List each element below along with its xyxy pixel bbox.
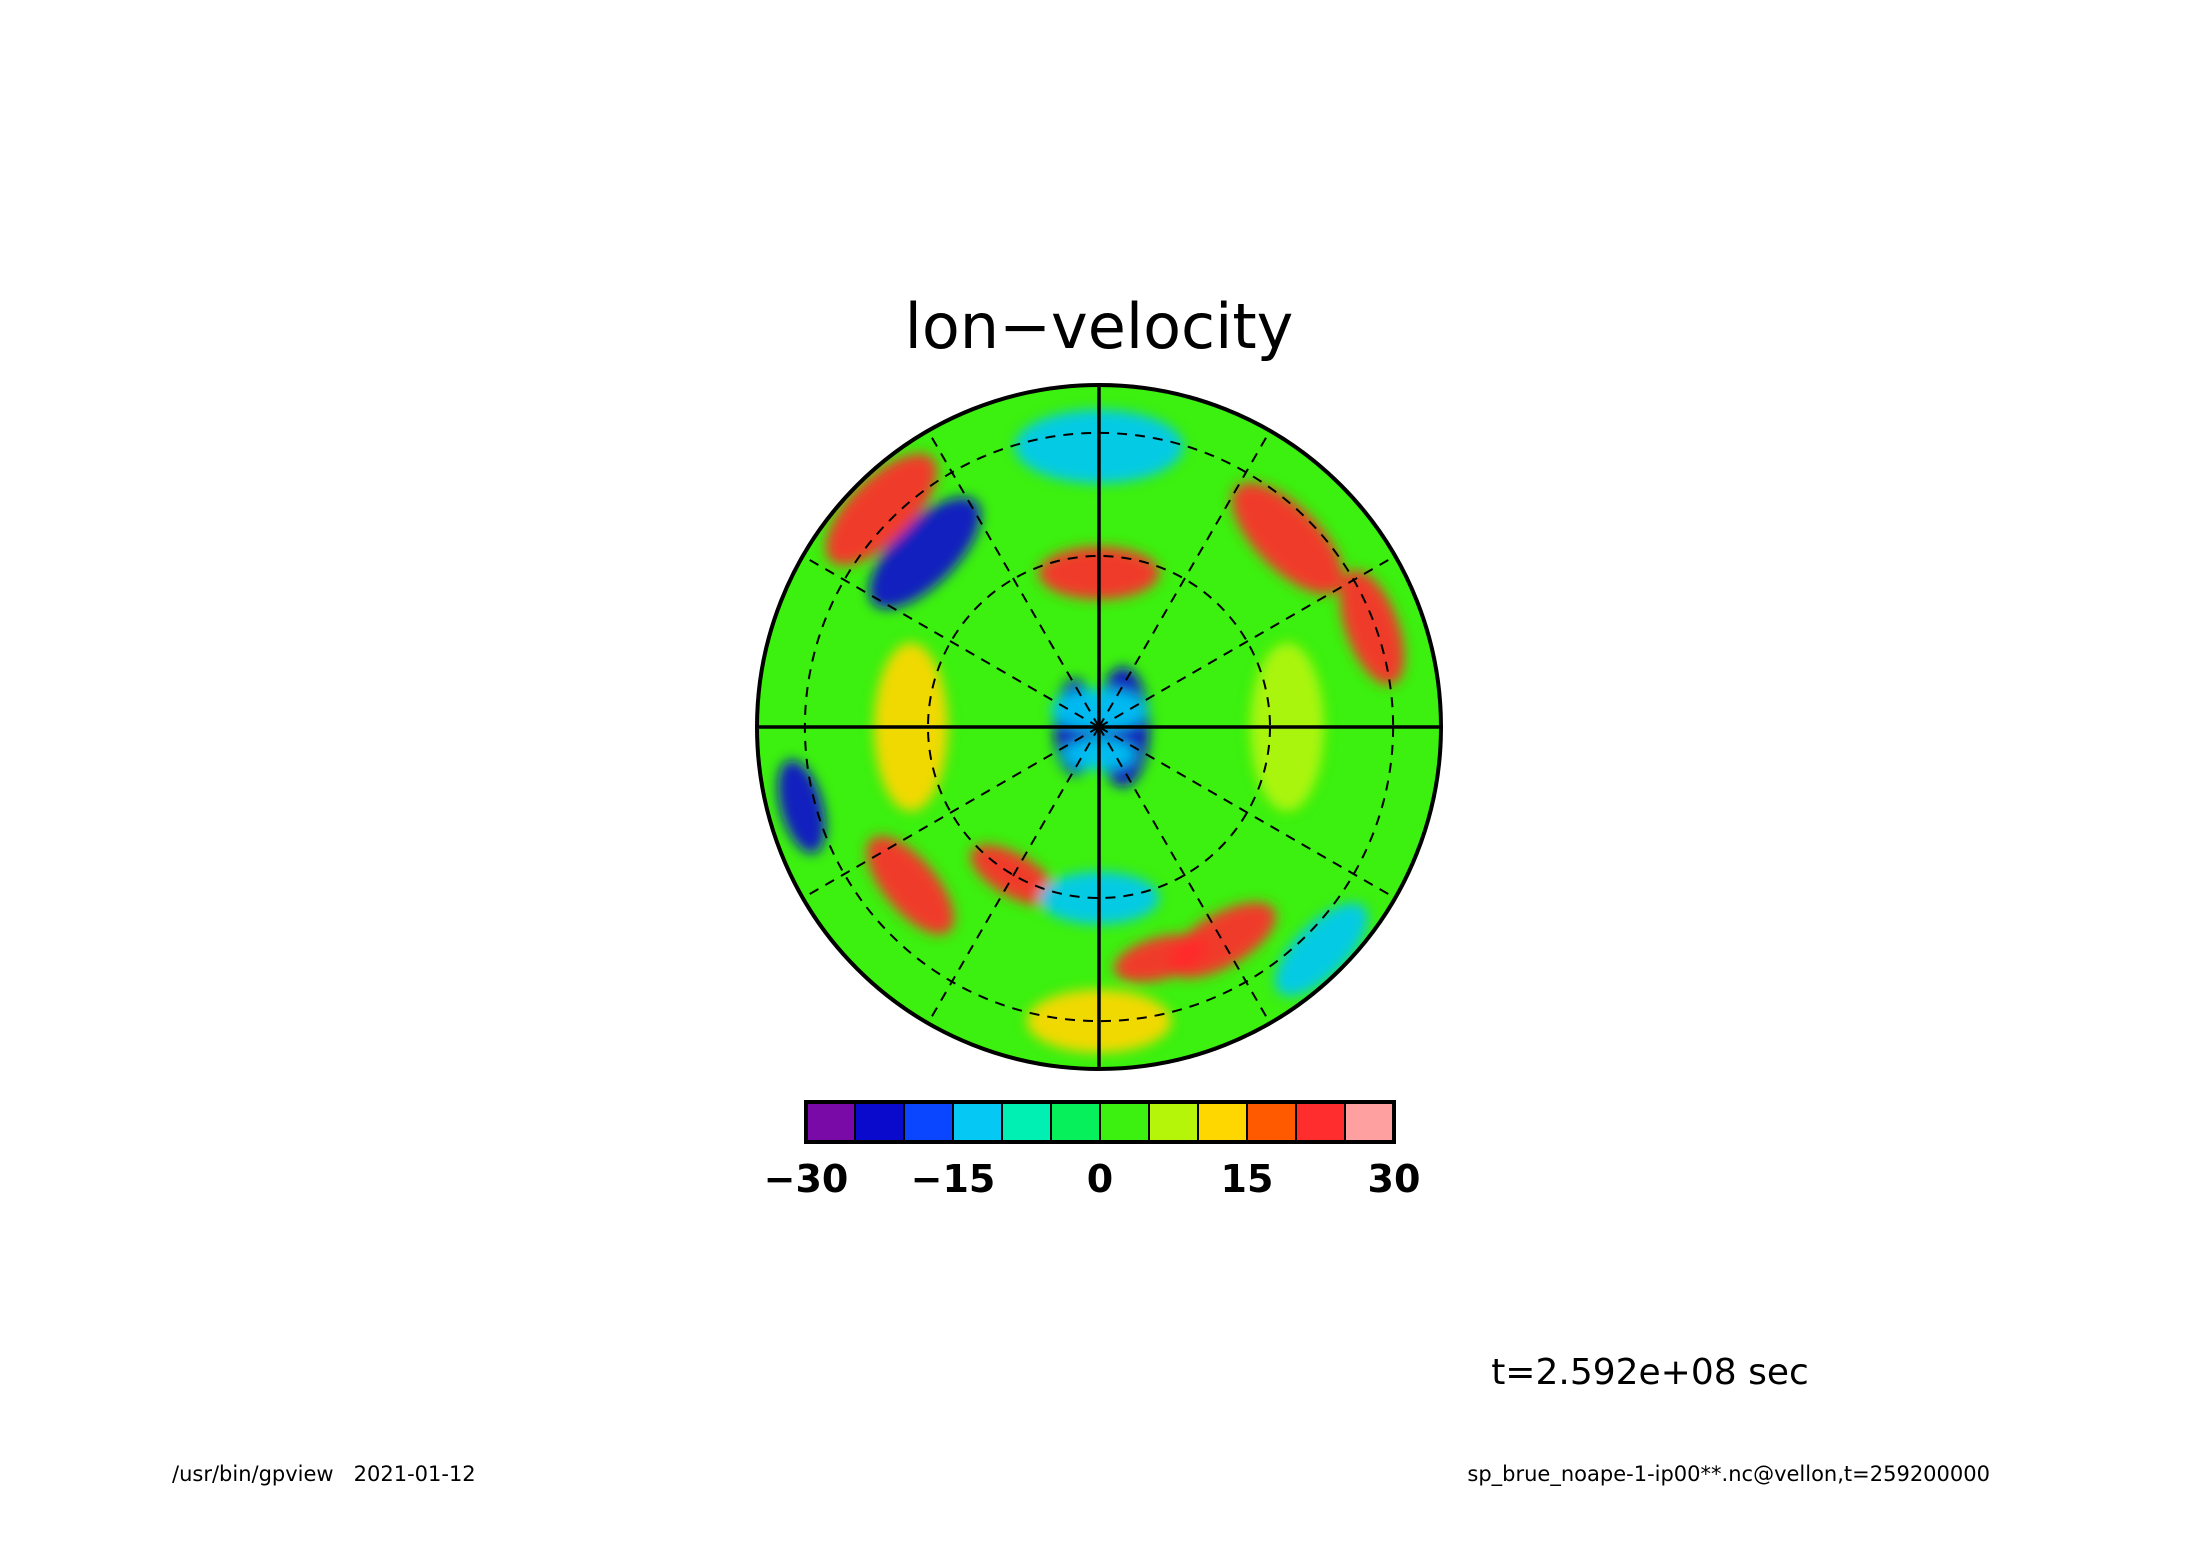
meridian-dashed: [802, 726, 1100, 899]
colorbar-frame: [804, 1100, 1396, 1144]
meridian-dashed: [1098, 726, 1396, 899]
footer-right: sp_brue_noape-1-ip00**.nc@vellon,t=25920…: [1467, 1462, 1990, 1487]
meridian-dashed: [927, 726, 1100, 1024]
colorbar-swatch: [854, 1101, 905, 1143]
colorbar-tick-label: −30: [764, 1157, 849, 1201]
colorbar: −30 −15 0 15 30: [764, 1100, 1421, 1201]
colorbar-swatch: [1050, 1101, 1101, 1143]
colorbar-swatch: [1148, 1101, 1199, 1143]
meridian-dashed: [927, 430, 1100, 728]
colorbar-swatch: [1295, 1101, 1346, 1143]
field-blobs: [777, 409, 1405, 1053]
colorbar-tick-label: 30: [1368, 1157, 1421, 1201]
colorbar-swatch: [903, 1101, 954, 1143]
meridian-dashed: [1098, 726, 1271, 1024]
meridian-dashed: [802, 555, 1100, 728]
graticule: [757, 385, 1441, 1069]
field-feature: [825, 453, 938, 566]
polar-map: [755, 383, 1443, 1071]
colorbar-swatch: [805, 1101, 856, 1143]
colorbar-swatch: [1099, 1101, 1150, 1143]
colorbar-swatch: [952, 1101, 1003, 1143]
colorbar-swatch: [1246, 1101, 1297, 1143]
field-feature: [1231, 482, 1344, 595]
field-feature: [777, 759, 826, 854]
map-boundary: [755, 383, 1443, 1071]
meridian-dashed: [1098, 555, 1396, 728]
time-label: t=2.592e+08 sec: [1491, 1352, 1809, 1393]
field-feature: [869, 497, 981, 609]
colorbar-tick-label: 0: [1087, 1157, 1113, 1201]
colorbar-swatch: [1001, 1101, 1052, 1143]
field-feature: [1339, 570, 1405, 685]
meridian-dashed: [1098, 430, 1271, 728]
colorbar-swatch: [1344, 1101, 1395, 1143]
colorbar-tick-label: 15: [1221, 1157, 1274, 1201]
chart-title: lon−velocity: [905, 290, 1294, 363]
field-feature: [1114, 934, 1208, 983]
field-feature: [1275, 903, 1368, 996]
field-feature: [866, 836, 955, 935]
footer-left: /usr/bin/gpview 2021-01-12: [172, 1462, 476, 1486]
colorbar-swatch: [1197, 1101, 1248, 1143]
colorbar-tick-label: −15: [911, 1157, 996, 1201]
